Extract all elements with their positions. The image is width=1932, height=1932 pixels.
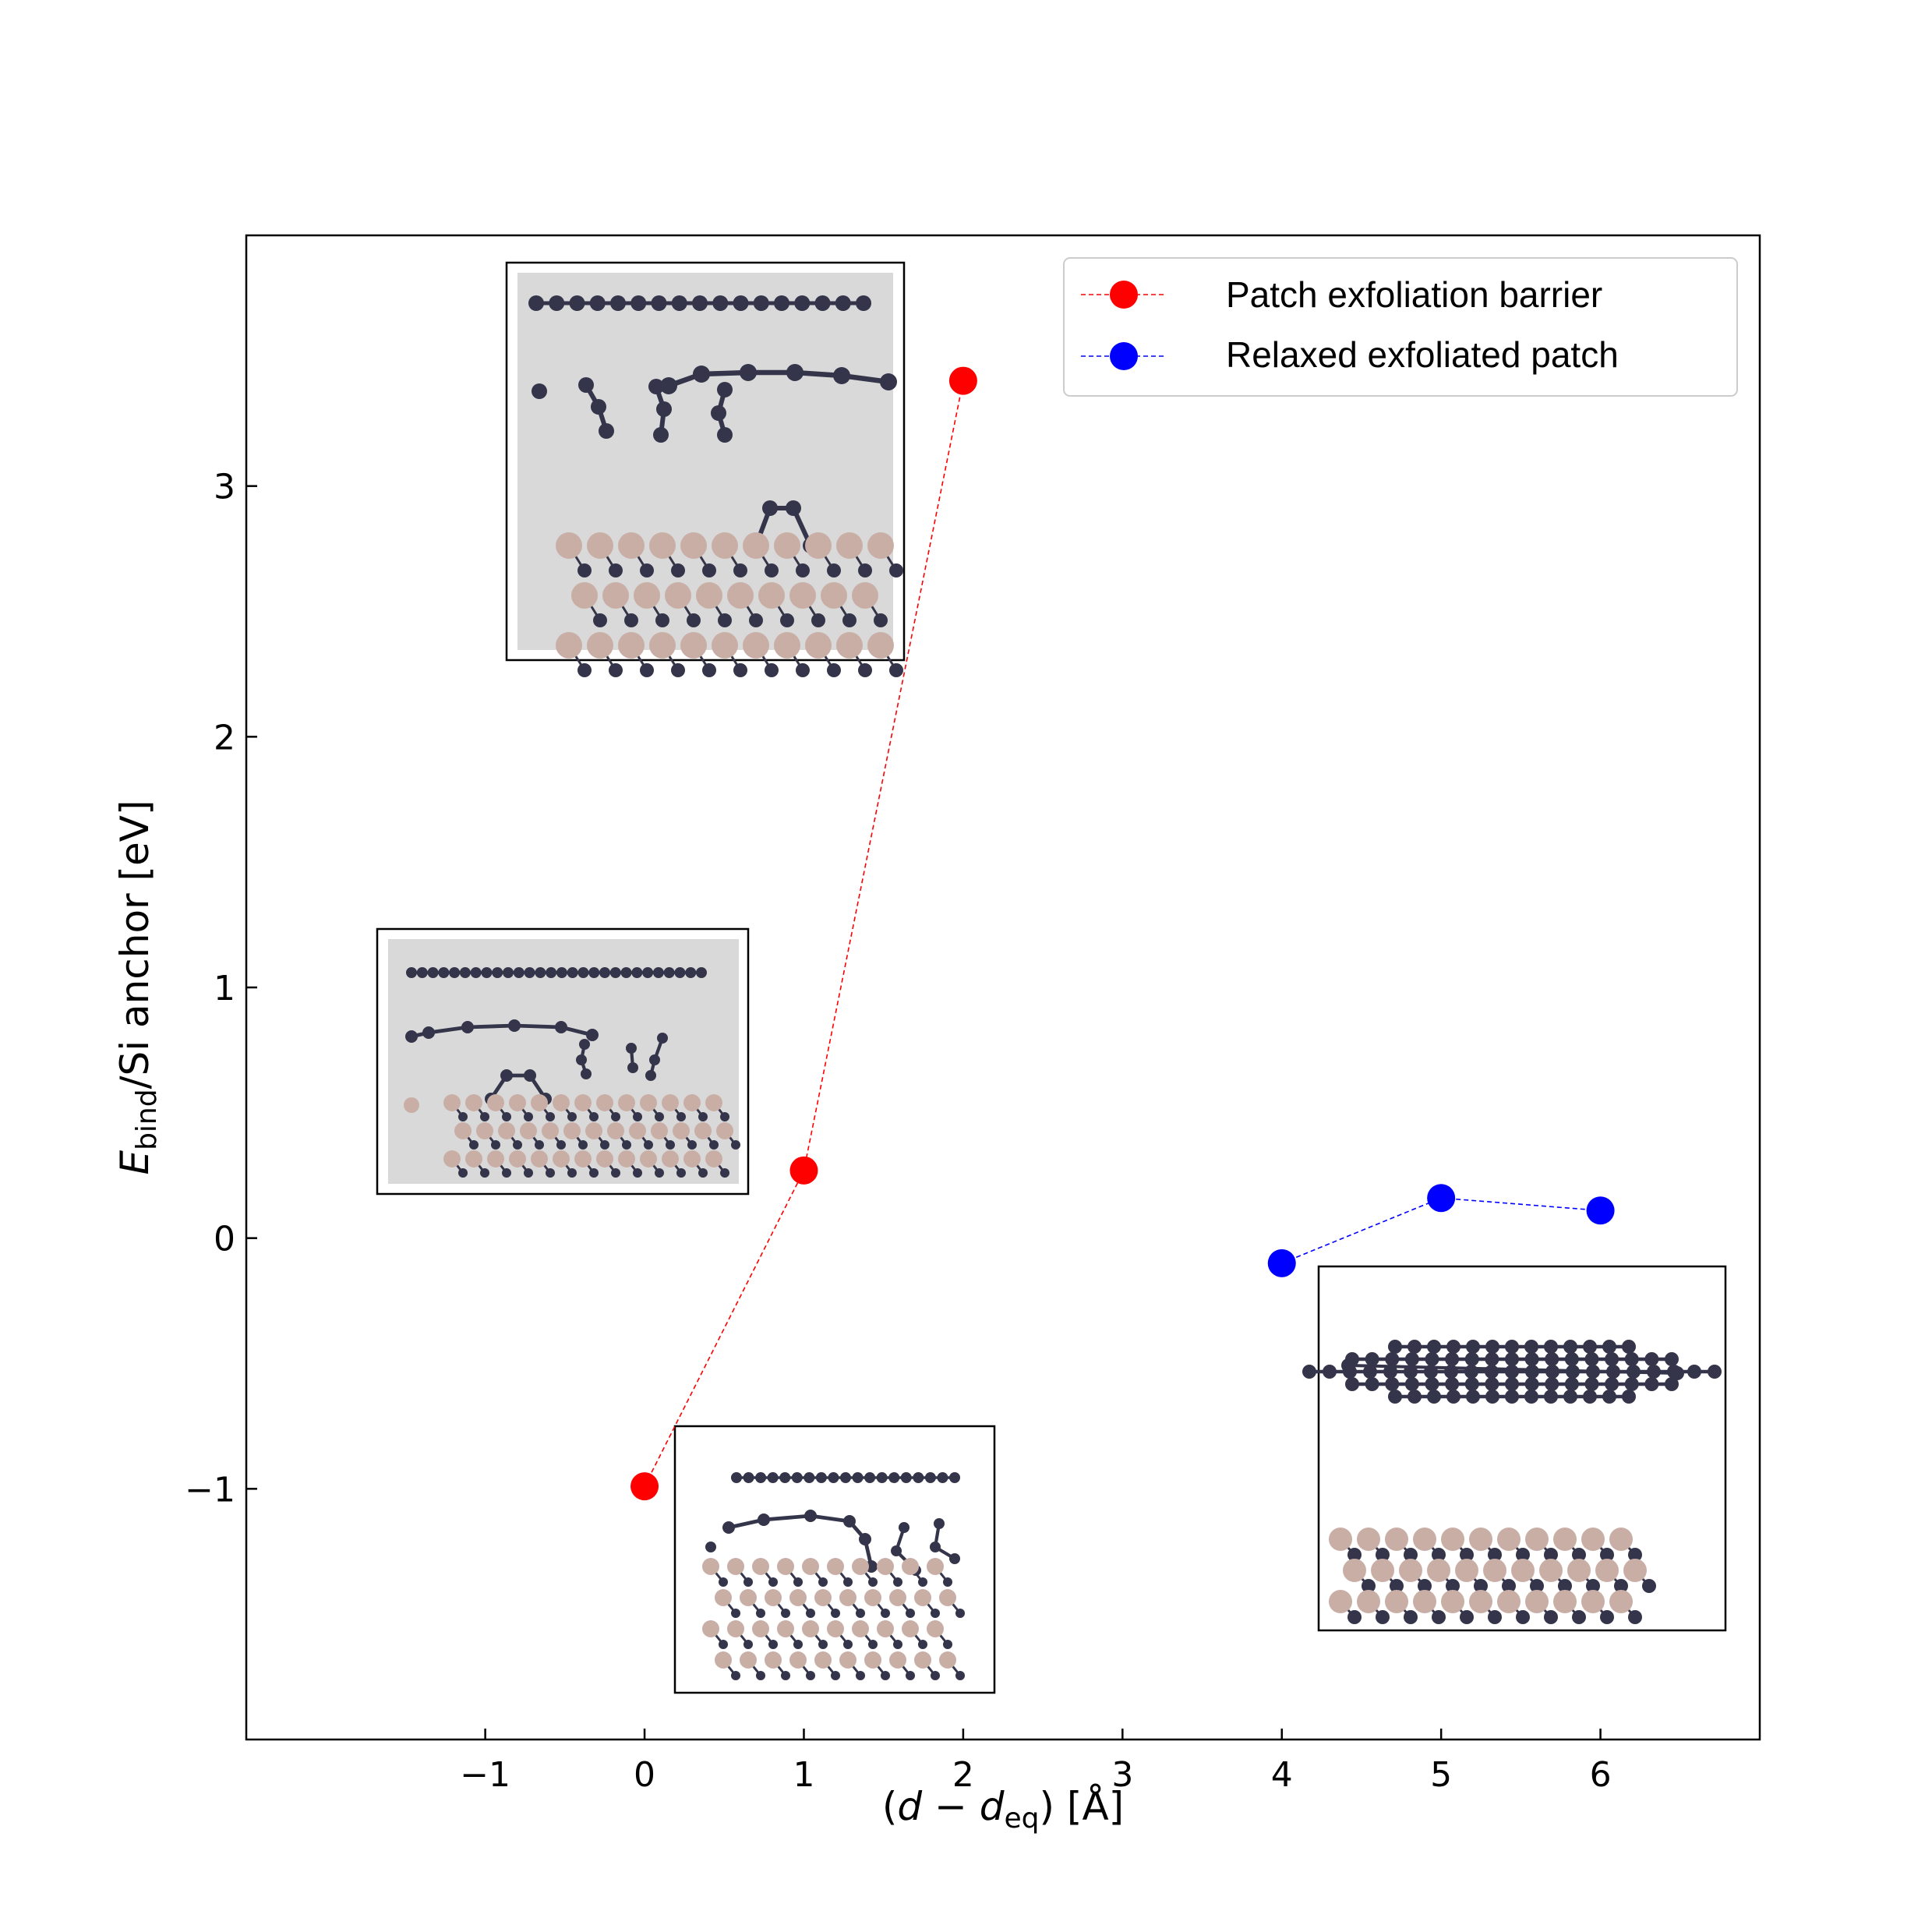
legend-marker-barrier bbox=[1110, 281, 1138, 309]
x-tick-label: 5 bbox=[1430, 1755, 1452, 1795]
inset-structure-0A bbox=[673, 1425, 996, 1694]
data-point bbox=[1267, 1249, 1296, 1277]
data-point bbox=[1586, 1196, 1615, 1225]
y-tick-label: −1 bbox=[185, 1470, 235, 1510]
atomic-structure-icon bbox=[702, 1472, 965, 1680]
x-axis-label: (d − deq) [Å] bbox=[882, 1784, 1124, 1835]
legend-entry-relaxed: Relaxed exfoliated patch bbox=[1226, 334, 1619, 375]
x-tick-label: 0 bbox=[634, 1755, 655, 1795]
atomic-structure-icon bbox=[1302, 1340, 1722, 1624]
y-tick-label: 1 bbox=[214, 969, 235, 1008]
x-tick-label: 4 bbox=[1271, 1755, 1293, 1795]
inset-structure-2A bbox=[505, 261, 906, 677]
x-tick-label: −1 bbox=[460, 1755, 510, 1795]
y-axis: −1 0 1 2 3 bbox=[185, 468, 257, 1510]
inset-structure-relaxed bbox=[1302, 1265, 1727, 1632]
insets bbox=[376, 261, 1727, 1694]
x-tick-label: 1 bbox=[793, 1755, 814, 1795]
data-point bbox=[789, 1156, 818, 1185]
x-tick-label: 2 bbox=[952, 1755, 974, 1795]
y-tick-label: 0 bbox=[214, 1220, 235, 1259]
data-point bbox=[948, 366, 977, 395]
legend-marker-relaxed bbox=[1110, 342, 1138, 370]
y-tick-label: 2 bbox=[214, 718, 235, 758]
atomic-structure-icon bbox=[528, 295, 903, 677]
legend: Patch exfoliation barrier Relaxed exfoli… bbox=[1063, 257, 1738, 397]
series-points bbox=[630, 366, 1615, 1501]
legend-box bbox=[1063, 257, 1738, 397]
x-axis: −1 0 1 2 3 4 5 6 bbox=[460, 1729, 1612, 1795]
x-tick-label: 6 bbox=[1590, 1755, 1612, 1795]
data-point bbox=[1427, 1184, 1456, 1213]
data-point bbox=[630, 1472, 659, 1501]
y-tick-label: 3 bbox=[214, 468, 235, 507]
atomic-structure-icon bbox=[404, 967, 740, 1178]
legend-entry-barrier: Patch exfoliation barrier bbox=[1226, 274, 1602, 315]
y-axis-label: Ebind/Si anchor [eV] bbox=[112, 800, 163, 1174]
inset-structure-1A bbox=[376, 927, 750, 1196]
x-tick-label: 3 bbox=[1111, 1755, 1133, 1795]
